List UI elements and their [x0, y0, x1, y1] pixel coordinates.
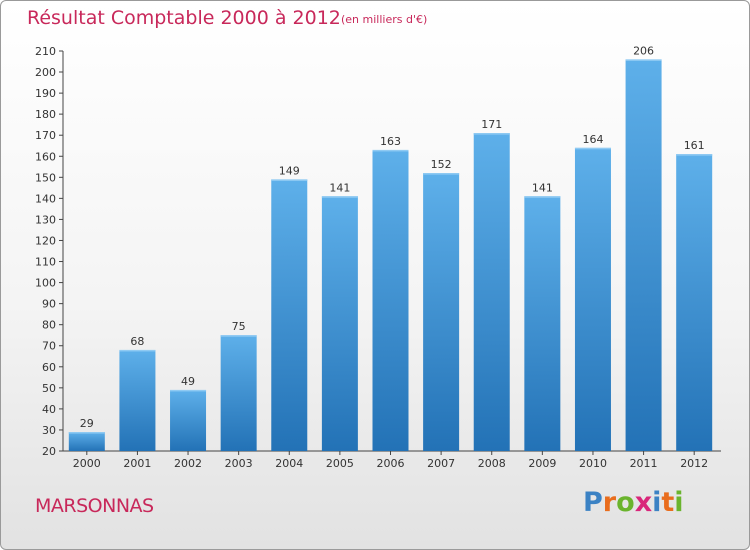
bar-2006 — [372, 149, 409, 451]
logo-letter: P — [583, 487, 603, 518]
data-label: 171 — [481, 118, 502, 131]
chart-title: Résultat Comptable 2000 à 2012 — [27, 7, 341, 29]
bar-2004 — [271, 179, 308, 451]
x-tick-label: 2010 — [579, 457, 607, 470]
data-label: 206 — [633, 44, 654, 57]
bar-highlight — [119, 349, 156, 352]
bar-highlight — [625, 59, 662, 61]
bar-2000 — [68, 432, 105, 451]
y-tick-label: 180 — [35, 108, 56, 121]
bar-highlight — [321, 196, 358, 198]
data-label: 29 — [80, 417, 94, 430]
bar-highlight — [676, 154, 713, 156]
bar-2010 — [574, 147, 611, 451]
y-tick-label: 70 — [42, 340, 56, 353]
x-tick-label: 2009 — [528, 457, 556, 470]
x-tick-label: 2012 — [680, 457, 708, 470]
y-tick-label: 80 — [42, 319, 56, 332]
bar-2011 — [625, 59, 662, 451]
bar-2001 — [119, 349, 156, 451]
data-label: 68 — [130, 335, 144, 348]
chart-subtitle: (en milliers d'€) — [341, 13, 428, 26]
y-tick-label: 60 — [42, 361, 56, 374]
bar-highlight — [574, 147, 611, 150]
data-label: 164 — [582, 133, 603, 146]
bar-2007 — [423, 173, 460, 451]
y-tick-label: 110 — [35, 256, 56, 269]
y-tick-label: 210 — [35, 45, 56, 58]
x-tick-label: 2004 — [275, 457, 303, 470]
x-tick-label: 2002 — [174, 457, 202, 470]
bar-2012 — [676, 154, 713, 451]
x-tick-label: 2006 — [377, 457, 405, 470]
y-tick-label: 140 — [35, 192, 56, 205]
logo-letter: r — [602, 487, 617, 518]
logo-letter: o — [616, 487, 635, 518]
y-tick-label: 130 — [35, 213, 56, 226]
logo-letter: i — [674, 487, 684, 518]
bar-2005 — [321, 196, 358, 451]
y-tick-label: 50 — [42, 382, 56, 395]
x-tick-label: 2008 — [478, 457, 506, 470]
y-tick-label: 100 — [35, 277, 56, 290]
bar-highlight — [68, 432, 105, 434]
data-label: 141 — [329, 181, 350, 194]
logo-letter: i — [652, 487, 662, 518]
x-tick-label: 2000 — [73, 457, 101, 470]
bar-2003 — [220, 335, 257, 451]
x-tick-label: 2003 — [225, 457, 253, 470]
y-tick-label: 40 — [42, 403, 56, 416]
logo-letter: x — [634, 487, 653, 518]
city-name: MARSONNAS — [35, 495, 154, 517]
data-label: 152 — [431, 158, 452, 171]
bar-2002 — [170, 389, 207, 451]
bar-highlight — [220, 335, 257, 337]
y-tick-label: 20 — [42, 445, 56, 458]
bar-2009 — [524, 196, 561, 451]
x-tick-label: 2005 — [326, 457, 354, 470]
proxiti-logo[interactable]: Proxiti — [583, 487, 684, 518]
data-label: 149 — [279, 164, 300, 177]
y-tick-label: 90 — [42, 298, 56, 311]
logo-letter: t — [661, 487, 675, 518]
data-label: 49 — [181, 375, 195, 388]
y-tick-label: 200 — [35, 66, 56, 79]
y-tick-label: 190 — [35, 87, 56, 100]
bar-highlight — [423, 173, 460, 175]
bar-highlight — [372, 149, 409, 152]
x-tick-label: 2011 — [630, 457, 658, 470]
x-tick-label: 2001 — [123, 457, 151, 470]
data-label: 161 — [684, 139, 705, 152]
data-label: 163 — [380, 135, 401, 148]
data-label: 75 — [232, 320, 246, 333]
bar-highlight — [170, 389, 207, 392]
y-tick-label: 170 — [35, 129, 56, 142]
bar-highlight — [473, 133, 510, 135]
y-tick-label: 30 — [42, 424, 56, 437]
bar-highlight — [271, 179, 308, 181]
data-label: 141 — [532, 181, 553, 194]
y-tick-label: 150 — [35, 171, 56, 184]
bar-highlight — [524, 196, 561, 198]
y-tick-label: 120 — [35, 234, 56, 247]
bar-2008 — [473, 133, 510, 451]
x-tick-label: 2007 — [427, 457, 455, 470]
y-tick-label: 160 — [35, 150, 56, 163]
